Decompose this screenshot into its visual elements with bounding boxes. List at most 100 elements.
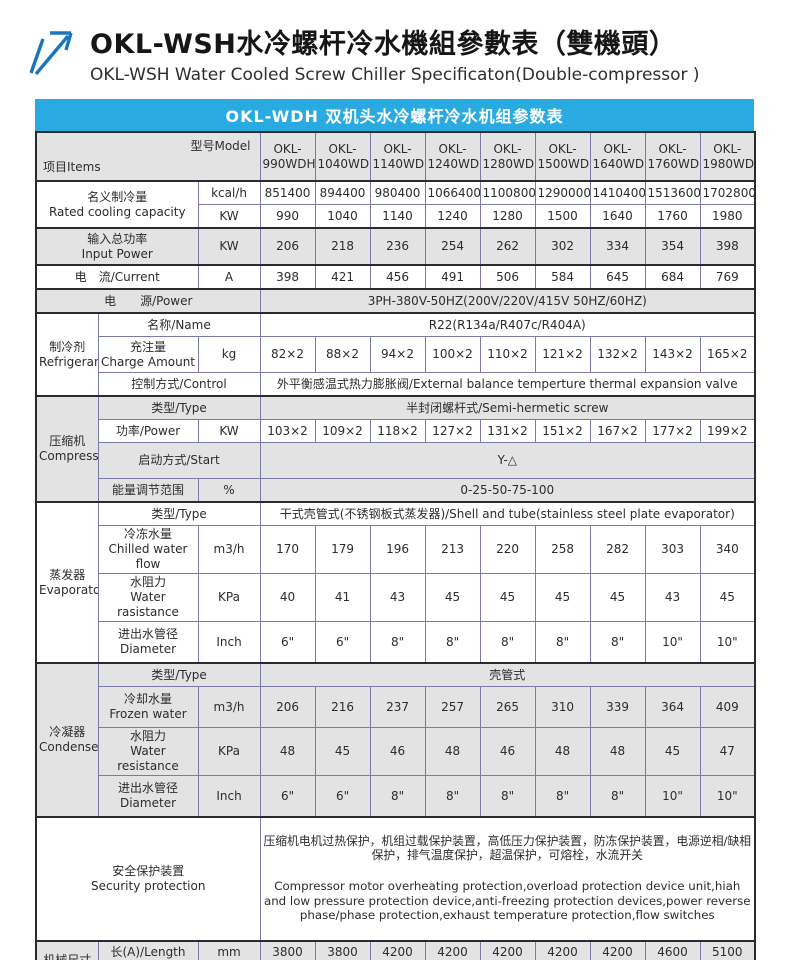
- unit-cell: KW: [197, 419, 261, 443]
- refrigerant-control-row: 控制方式/Control 外平衡感温式热力膨胀阀/External balanc…: [36, 372, 756, 397]
- unit-cell: Inch: [197, 775, 261, 818]
- value-cell: 41: [314, 573, 371, 622]
- row-label: 长(A)/Length: [97, 939, 199, 960]
- value-cell: 398: [259, 264, 316, 290]
- value-wide-cell: 半封闭螺杆式/Semi-hermetic screw: [259, 395, 756, 420]
- value-cell: 1290000: [534, 180, 591, 205]
- value-cell: 310: [534, 686, 591, 728]
- unit-cell: kcal/h: [197, 180, 261, 205]
- group-label: 制冷剂 Refrigerant: [35, 312, 99, 397]
- group-label: 蒸发器 Evaporator: [35, 501, 99, 664]
- value-cell: 8": [589, 621, 646, 664]
- value-cell: 398: [699, 227, 756, 266]
- value-cell: 45: [644, 727, 701, 776]
- value-cell: 456: [369, 264, 426, 290]
- value-cell: 213: [424, 525, 481, 574]
- value-cell: 421: [314, 264, 371, 290]
- value-cell: 265: [479, 686, 536, 728]
- value-cell: 6": [259, 775, 316, 818]
- value-cell: 584: [534, 264, 591, 290]
- value-cell: 151×2: [534, 419, 591, 443]
- unit-cell: mm: [197, 939, 261, 960]
- value-cell: 179: [314, 525, 371, 574]
- value-cell: OKL- 1240WDH: [424, 131, 481, 182]
- value-cell: 3800: [314, 939, 371, 960]
- value-cell: 8": [479, 775, 536, 818]
- value-cell: 339: [589, 686, 646, 728]
- value-cell: 4200: [369, 939, 426, 960]
- value-cell: 45: [479, 573, 536, 622]
- dimension-length-row: 机械尺寸 Mechanical Dimensions 长(A)/Length m…: [35, 939, 756, 960]
- value-cell: 894400: [314, 180, 371, 205]
- value-cell: 262: [479, 227, 536, 266]
- evaporator-flow-row: 冷冻水量 Chilled water flow m3/h 170 179 196 21…: [36, 525, 756, 574]
- value-cell: 257: [424, 686, 481, 728]
- value-cell: OKL- 1040WDH: [314, 131, 371, 182]
- value-cell: 303: [644, 525, 701, 574]
- value-cell: 127×2: [424, 419, 481, 443]
- value-cell: 1640: [589, 204, 646, 229]
- value-cell: 8": [534, 621, 591, 664]
- value-cell: 506: [479, 264, 536, 290]
- value-wide-cell: Y-△: [259, 442, 756, 479]
- condenser-pipe-row: 进出水管径 Diameter Inch 6" 6" 8" 8" 8" 8" 8" 10" 10": [36, 775, 756, 818]
- value-cell: 1410400: [589, 180, 646, 205]
- evaporator-pipe-row: 进出水管径 Diameter Inch 6" 6" 8" 8" 8" 8" 8" 10" 10": [36, 621, 756, 664]
- value-cell: 10": [644, 775, 701, 818]
- compressor-start-row: 启动方式/Start Y-△: [36, 442, 756, 479]
- value-cell: 340: [699, 525, 756, 574]
- value-cell: 45: [424, 573, 481, 622]
- row-label: 电 流/Current: [35, 264, 199, 290]
- value-cell: 196: [369, 525, 426, 574]
- row-label: 名义制冷量 Rated cooling capacity: [35, 180, 199, 229]
- value-cell: 167×2: [589, 419, 646, 443]
- value-wide-cell: R22(R134a/R407c/R404A): [259, 312, 756, 337]
- value-cell: 8": [534, 775, 591, 818]
- value-cell: 45: [534, 573, 591, 622]
- value-cell: OKL- 1500WDH: [534, 131, 591, 182]
- row-label: 进出水管径 Diameter: [97, 775, 199, 818]
- evaporator-type-row: 蒸发器 Evaporator 类型/Type 干式壳管式(不锈钢板式蒸发器)/S…: [35, 501, 756, 664]
- page-title-en: OKL-WSH Water Cooled Screw Chiller Speci…: [90, 65, 700, 85]
- value-cell: 237: [369, 686, 426, 728]
- rated-kcal-row: 名义制冷量 Rated cooling capacity kcal/h 8514…: [35, 180, 756, 229]
- value-cell: 1513600: [644, 180, 701, 205]
- value-cell: 1980: [699, 204, 756, 229]
- value-cell: 8": [479, 621, 536, 664]
- value-cell: 491: [424, 264, 481, 290]
- value-cell: 4200: [589, 939, 646, 960]
- security-text-cell: 压缩机电机过热保护，机组过载保护装置，高低压力保护装置，防冻保护装置，电源逆相/…: [259, 816, 756, 942]
- value-cell: 1140: [369, 204, 426, 229]
- value-cell: 177×2: [644, 419, 701, 443]
- unit-cell: Inch: [197, 621, 261, 664]
- value-cell: 206: [259, 227, 316, 266]
- value-cell: 8": [424, 621, 481, 664]
- arrow-up-right-icon: [29, 31, 73, 76]
- refrigerant-charge-row: 充注量 Charge Amount kg 82×2 88×2 94×2 100×2 11…: [36, 336, 756, 373]
- row-label: 安全保护装置 Security protection: [35, 816, 261, 942]
- value-cell: 645: [589, 264, 646, 290]
- value-cell: 43: [369, 573, 426, 622]
- unit-cell: m3/h: [197, 686, 261, 728]
- value-cell: 45: [314, 727, 371, 776]
- value-cell: 82×2: [259, 336, 316, 373]
- value-cell: 121×2: [534, 336, 591, 373]
- value-cell: 110×2: [479, 336, 536, 373]
- value-cell: 143×2: [644, 336, 701, 373]
- value-cell: 409: [699, 686, 756, 728]
- value-cell: 45: [699, 573, 756, 622]
- input-power-row: 输入总功率 Input Power KW 206 218 236 254 262 302 3…: [35, 227, 756, 266]
- page-title-cn: OKL-WSH水冷螺杆冷水機組參數表（雙機頭）: [90, 29, 677, 60]
- value-cell: 43: [644, 573, 701, 622]
- value-cell: 236: [369, 227, 426, 266]
- value-cell: 684: [644, 264, 701, 290]
- value-cell: 132×2: [589, 336, 646, 373]
- corner-model-label: 型号Model: [190, 139, 251, 153]
- condenser-type-row: 冷凝器 Condenser 类型/Type 壳管式: [35, 662, 756, 818]
- group-label: 冷凝器 Condenser: [35, 662, 99, 818]
- row-label: 冷冻水量 Chilled water flow: [97, 525, 199, 574]
- value-wide-cell: 0-25-50-75-100: [259, 478, 756, 503]
- value-wide-cell: 3PH-380V-50HZ(200V/220V/415V 50HZ/60HZ): [259, 288, 756, 314]
